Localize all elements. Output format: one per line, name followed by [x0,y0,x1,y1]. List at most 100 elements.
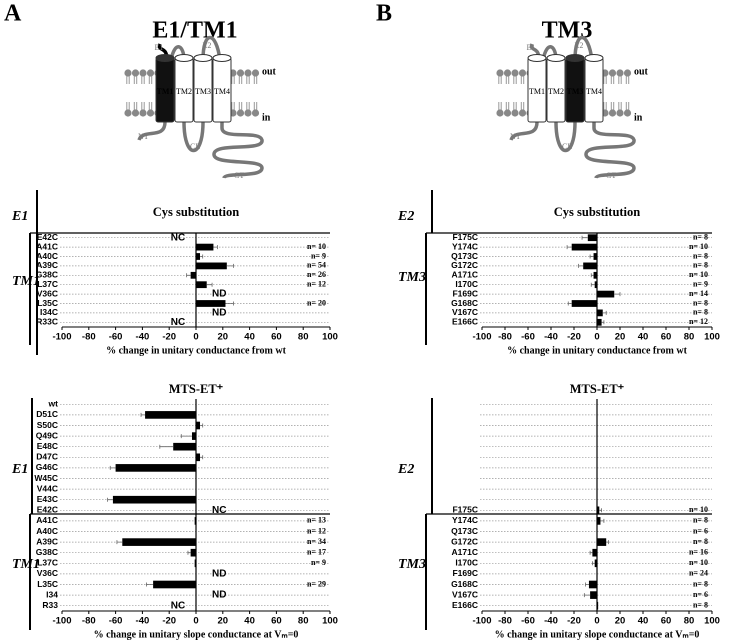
bar [145,411,196,419]
helix-label: TM4 [214,87,230,96]
lipid-head [511,109,519,117]
terminus-label: CT [606,171,616,180]
error-bar [226,263,234,268]
y-tick-label: E43C [37,494,58,504]
error-bar [614,292,621,297]
helix-cap [174,54,194,62]
x-axis-label: % change in unitary conductance from wt [507,345,687,356]
n-label: n= 29 [307,579,326,588]
bar [597,601,599,610]
helix-cap [212,54,232,62]
y-tick-label: W45C [34,473,58,483]
n-label: n= 12 [689,317,708,326]
lipid-head [616,69,624,77]
x-tick-label: -80 [82,332,96,343]
y-tick-label: R33 [42,600,58,610]
y-tick-label: V167C [452,307,478,317]
loop [554,121,577,153]
x-tick-label: -40 [544,332,558,343]
helix-label: TM3 [195,87,211,96]
y-tick-label: A41C [36,515,58,525]
n-label: n= 16 [689,548,708,557]
loop-label: E2 [203,41,212,50]
terminus-label: NT [138,132,149,141]
group-label: TM3 [398,557,426,572]
bar [194,517,196,525]
error-bar [116,540,123,545]
y-tick-label: A39C [36,260,58,270]
error-bar [599,508,602,513]
y-tick-label: V44C [37,483,58,493]
helix-cap [193,54,213,62]
loop [182,121,205,153]
lipid-head [623,69,632,77]
error-bar [200,423,204,428]
loop [201,36,222,61]
n-label: n= 10 [689,558,708,567]
n-label: n= 8 [693,308,708,317]
bar [593,271,597,279]
error-bar [200,254,204,259]
bar [571,243,597,251]
x-tick-label: 100 [704,332,720,343]
x-tick-label: -80 [498,616,512,627]
x-tick-label: 80 [684,332,695,343]
n-label: n= 24 [689,569,708,578]
x-axis-label: % change in unitary slope conductance at… [495,629,700,640]
y-tick-label: G46C [36,462,58,472]
bar [592,548,597,557]
lipid-head [496,109,504,117]
bar [196,262,227,270]
loop-label: E1 [155,43,164,52]
n-label: n= 34 [307,537,326,546]
bar [196,243,214,251]
x-tick-label: -80 [498,332,512,343]
error-bar [589,254,594,259]
bar [191,432,196,440]
y-tick-label: L35C [37,579,58,589]
bar [196,300,226,307]
x-tick-label: -60 [521,332,535,343]
x-tick-label: 60 [661,332,672,343]
lipid-head [139,69,147,77]
n-label: n= 10 [689,242,708,251]
y-tick-label: F175C [452,232,478,242]
loop [137,121,167,141]
helix-cap [565,54,585,62]
y-tick-label: Y174C [452,515,478,525]
y-tick-label: A171C [452,547,478,557]
loop [509,121,539,141]
error-bar [567,301,572,306]
loop-label: E2 [575,41,584,50]
n-label: n= 8 [693,601,708,610]
y-tick-label: E42C [37,232,58,242]
error-bar [589,550,593,555]
error-bar [590,273,594,278]
x-tick-label: 0 [594,332,599,343]
x-tick-label: 100 [704,616,720,627]
y-tick-label: I34 [46,589,58,599]
bar [196,281,207,289]
x-tick-label: 20 [218,332,229,343]
x-tick-label: -60 [109,616,123,627]
x-tick-label: 0 [594,616,599,627]
lipid-head [251,109,260,117]
helix-label: TM3 [567,87,584,96]
n-label: n= 54 [307,261,326,270]
panel-heading: E1/TM1 [152,18,237,44]
group-label: E2 [397,462,414,477]
y-tick-label: F169C [452,288,478,298]
y-tick-label: A41C [36,241,58,251]
x-tick-label: -100 [52,332,71,343]
lipid-head [124,69,132,77]
error-bar [602,310,607,315]
helix-cap [584,54,604,62]
y-tick-label: Q49C [36,430,58,440]
loop-label: E1 [527,43,536,52]
x-tick-label: 40 [244,332,255,343]
note: NC [171,600,185,611]
loop [584,122,636,180]
x-tick-label: -100 [52,616,71,627]
n-label: n= 8 [693,298,708,307]
